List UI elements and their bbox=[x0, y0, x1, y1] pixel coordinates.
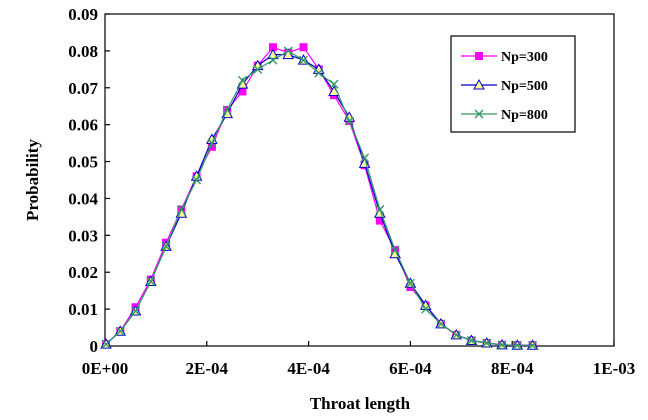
legend-item: Np=500 bbox=[461, 78, 548, 94]
data-point-x bbox=[222, 105, 232, 115]
data-point-x bbox=[528, 340, 538, 350]
legend-item: Np=300 bbox=[461, 50, 548, 65]
plot-frame bbox=[104, 13, 615, 347]
y-tick-label: 0.01 bbox=[68, 300, 98, 319]
y-tick-label: 0.04 bbox=[68, 189, 98, 208]
data-point-x bbox=[161, 241, 171, 251]
data-point-x bbox=[253, 64, 263, 74]
data-point-x bbox=[474, 109, 484, 119]
legend-label: Np=800 bbox=[501, 108, 548, 123]
data-point-x bbox=[512, 340, 522, 350]
data-point-x bbox=[375, 205, 385, 215]
data-point-x bbox=[436, 319, 446, 329]
data-point-x bbox=[176, 205, 186, 215]
y-axis: 0 0.01 0.02 0.03 0.04 0.05 0.06 0.07 0.08 0.09 bbox=[68, 5, 110, 356]
legend-item: Np=800 bbox=[461, 108, 548, 123]
data-point-x bbox=[192, 175, 202, 185]
data-point-triangle bbox=[473, 78, 485, 90]
data-point-x bbox=[131, 306, 141, 316]
data-point-x bbox=[268, 55, 278, 65]
y-tick-label: 0.05 bbox=[68, 153, 98, 172]
data-point-x bbox=[329, 79, 339, 89]
y-tick-label: 0.09 bbox=[68, 5, 98, 24]
legend-label: Np=500 bbox=[501, 79, 548, 94]
data-point-x bbox=[405, 278, 415, 288]
x-tick-label: 6E-04 bbox=[389, 359, 432, 378]
data-point-square bbox=[299, 43, 308, 52]
x-tick-label: 1E-03 bbox=[593, 359, 636, 378]
x-axis: 0E+00 2E-04 4E-04 6E-04 8E-04 1E-03 bbox=[82, 341, 636, 378]
legend: Np=300 Np=500 Np=800 bbox=[450, 35, 576, 133]
series-Np=800 bbox=[101, 46, 538, 350]
legend-label: Np=300 bbox=[501, 50, 548, 65]
data-point-x bbox=[115, 326, 125, 336]
data-point-x bbox=[390, 245, 400, 255]
plot-area bbox=[104, 13, 615, 347]
data-point-x bbox=[299, 55, 309, 65]
data-point-x bbox=[237, 75, 247, 85]
y-tick-label: 0.03 bbox=[68, 226, 98, 245]
x-tick-label: 8E-04 bbox=[491, 359, 534, 378]
series-layer bbox=[100, 43, 539, 350]
data-point-x bbox=[482, 338, 492, 348]
data-point-x bbox=[344, 116, 354, 126]
x-tick-label: 0E+00 bbox=[82, 359, 129, 378]
data-point-x bbox=[207, 138, 217, 148]
data-point-x bbox=[283, 46, 293, 56]
data-point-triangle bbox=[267, 48, 279, 60]
y-tick-label: 0.02 bbox=[68, 263, 98, 282]
y-tick-label: 0 bbox=[90, 337, 99, 356]
data-point-square bbox=[475, 52, 483, 60]
y-tick-label: 0.08 bbox=[68, 42, 98, 61]
data-point-x bbox=[101, 339, 111, 349]
legend-box bbox=[450, 35, 576, 133]
data-point-x bbox=[146, 276, 156, 286]
data-point-x bbox=[314, 68, 324, 78]
y-tick-label: 0.07 bbox=[68, 79, 98, 98]
data-point-x bbox=[466, 335, 476, 345]
data-point-x bbox=[497, 340, 507, 350]
data-point-x bbox=[421, 304, 431, 314]
x-tick-label: 4E-04 bbox=[287, 359, 330, 378]
x-axis-title: Throat length bbox=[310, 394, 411, 413]
data-point-x bbox=[360, 153, 370, 163]
y-axis-title: Probability bbox=[23, 139, 42, 221]
y-tick-label: 0.06 bbox=[68, 116, 98, 135]
data-point-x bbox=[451, 330, 461, 340]
x-tick-label: 2E-04 bbox=[186, 359, 229, 378]
